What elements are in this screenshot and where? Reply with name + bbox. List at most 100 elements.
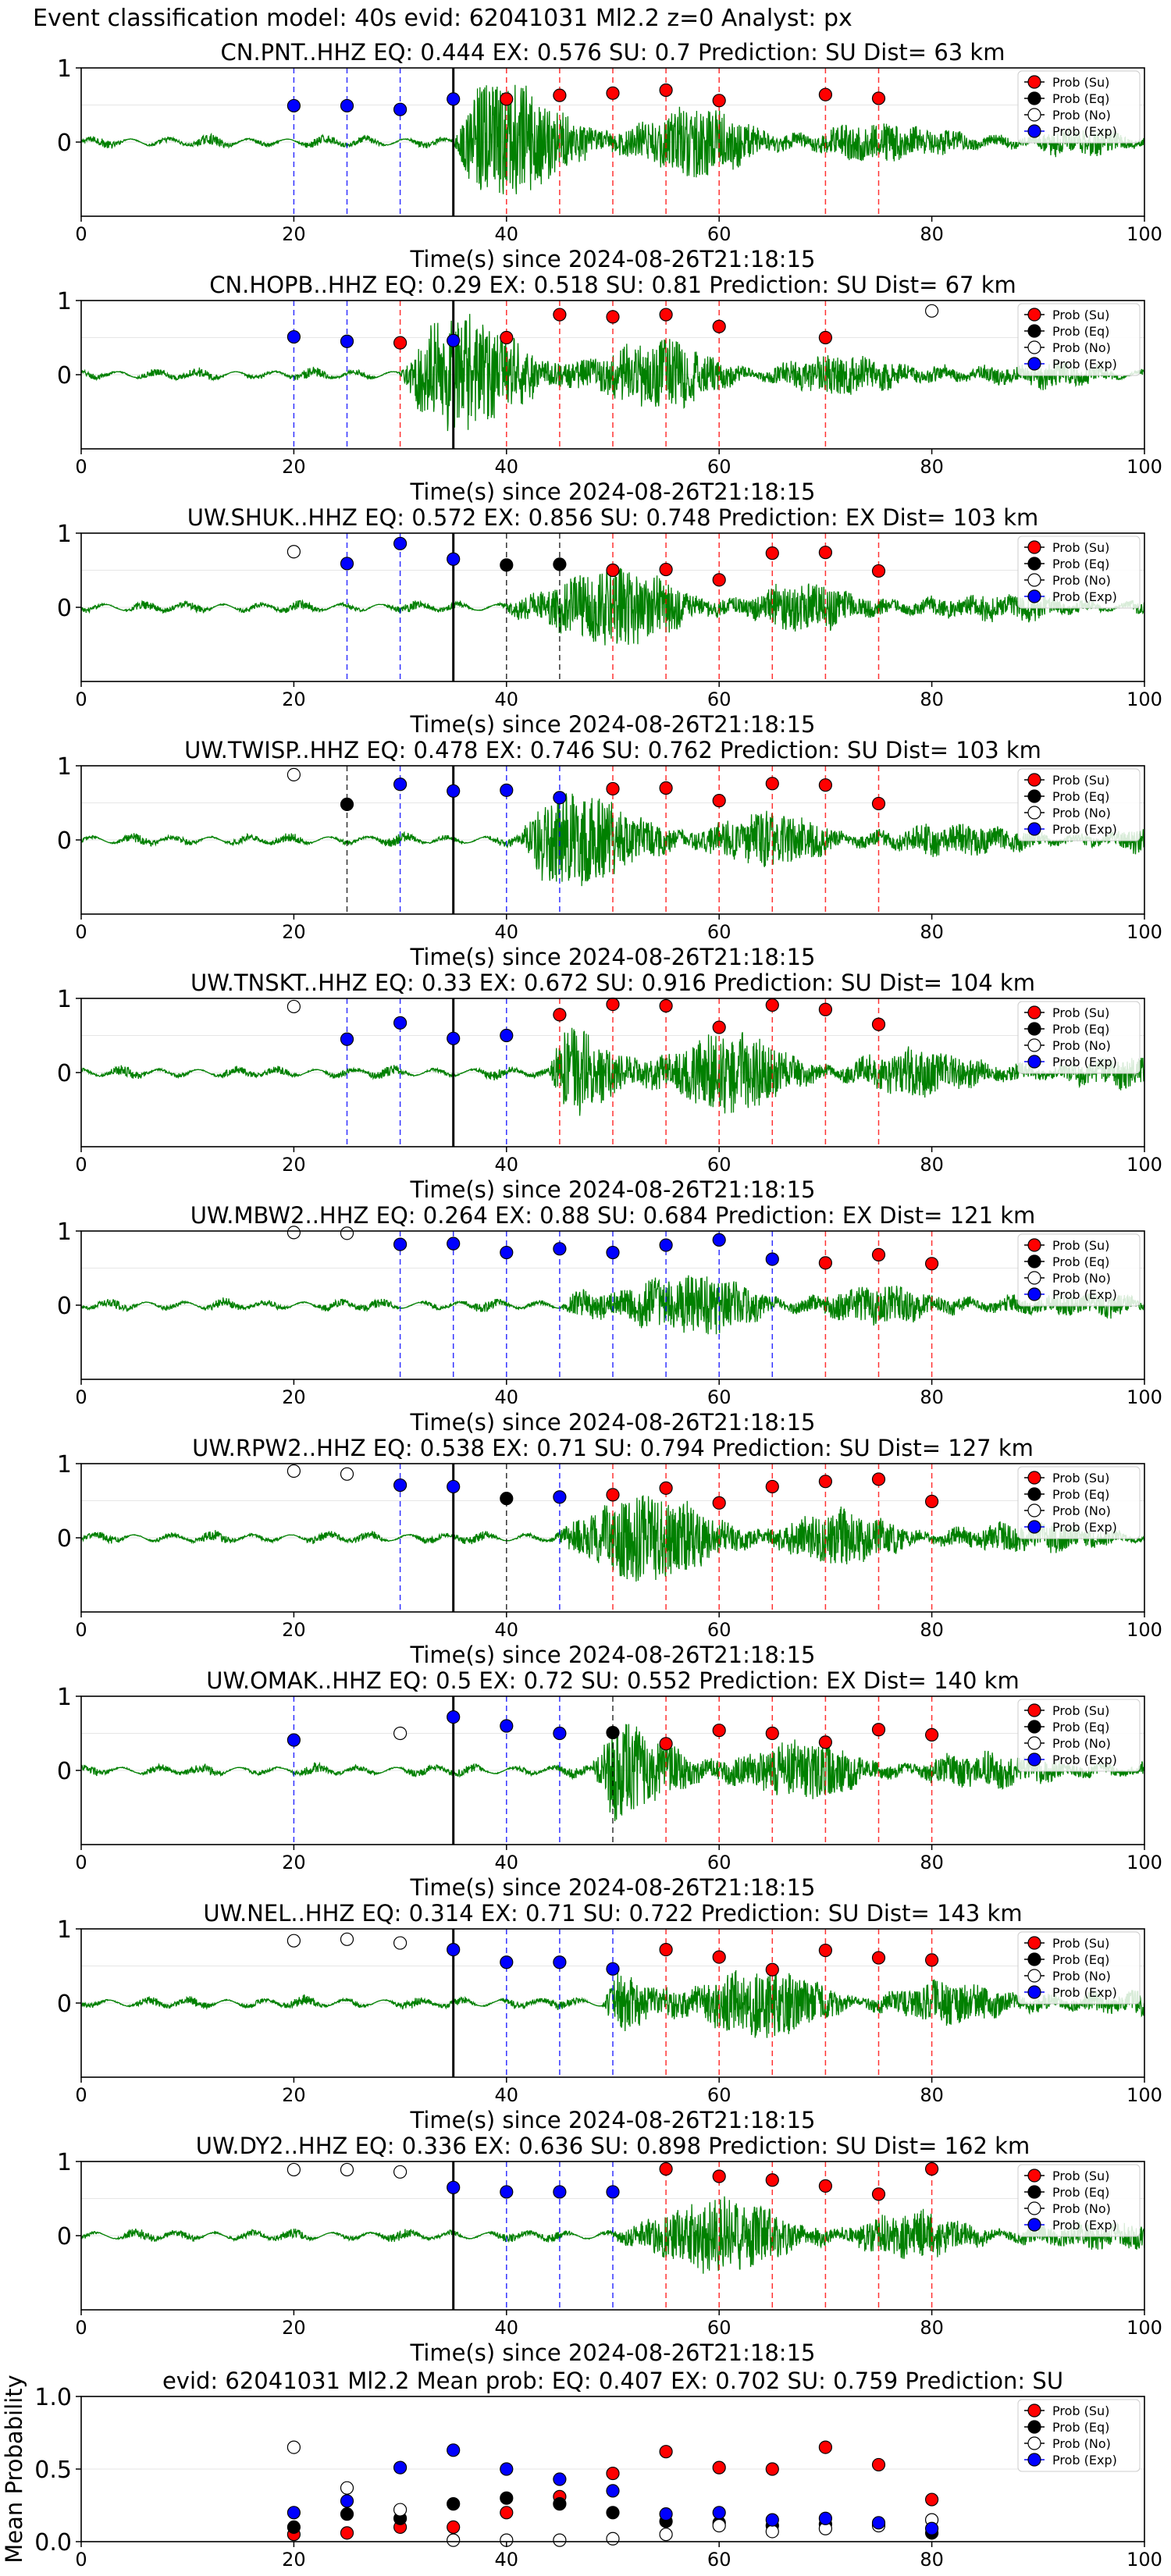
legend-marker-su xyxy=(1027,1936,1041,1950)
y-tick-label: 1 xyxy=(57,1916,72,1944)
legend-marker-eq xyxy=(1027,1720,1041,1734)
legend-marker-eq xyxy=(1027,1254,1041,1268)
prob-point-exp xyxy=(553,791,567,805)
y-tick-label: 0 xyxy=(57,595,72,622)
x-tick-label: 80 xyxy=(920,2084,944,2106)
y-tick-label: 1 xyxy=(57,288,72,315)
legend-marker-exp xyxy=(1027,2218,1041,2232)
x-tick-label: 100 xyxy=(1127,1619,1162,1641)
x-tick-label: 100 xyxy=(1127,921,1162,943)
subplot-title: CN.HOPB..HHZ EQ: 0.29 EX: 0.518 SU: 0.81… xyxy=(209,272,1016,298)
mean-point-exp xyxy=(553,2472,567,2486)
mean-point-exp xyxy=(765,2513,779,2527)
prob-point-su xyxy=(818,1002,833,1016)
legend-label: Prob (Exp) xyxy=(1052,1752,1117,1767)
legend-marker-su xyxy=(1027,1471,1041,1485)
legend-label: Prob (Su) xyxy=(1052,75,1109,90)
y-tick-label: 1 xyxy=(57,1684,72,1711)
legend-label: Prob (No) xyxy=(1052,2436,1111,2451)
prob-point-su xyxy=(393,336,408,350)
prob-point-su xyxy=(871,1723,886,1737)
mean-point-exp xyxy=(659,2507,673,2521)
legend-marker-exp xyxy=(1027,1520,1041,1534)
legend-marker-su xyxy=(1027,75,1041,89)
subplot-title: UW.MBW2..HHZ EQ: 0.264 EX: 0.88 SU: 0.68… xyxy=(190,1202,1036,1229)
subplot-title: UW.SHUK..HHZ EQ: 0.572 EX: 0.856 SU: 0.7… xyxy=(187,504,1039,531)
mean-point-exp xyxy=(924,2521,939,2535)
legend-marker-no xyxy=(1027,1271,1041,1285)
legend-label: Prob (Eq) xyxy=(1052,557,1109,571)
legend-marker-eq xyxy=(1027,2185,1041,2199)
x-tick-label: 40 xyxy=(495,2084,519,2106)
x-tick-label: 100 xyxy=(1127,1852,1162,1873)
legend-marker-exp xyxy=(1027,589,1041,603)
y-tick-label: 0 xyxy=(57,1293,72,1320)
legend-label: Prob (Su) xyxy=(1052,540,1109,555)
prob-point-su xyxy=(871,796,886,811)
mean-point-no xyxy=(393,2503,408,2517)
legend-marker-eq xyxy=(1027,1952,1041,1966)
legend-label: Prob (Su) xyxy=(1052,1471,1109,1485)
legend-marker-eq xyxy=(1027,324,1041,338)
legend-marker-no xyxy=(1027,806,1041,820)
mean-point-no xyxy=(553,2533,567,2547)
prob-point-su xyxy=(765,998,779,1012)
prob-point-su xyxy=(924,2161,939,2176)
legend-marker-no xyxy=(1027,1503,1041,1517)
prob-point-exp xyxy=(447,92,461,106)
prob-point-exp xyxy=(287,329,301,344)
legend-label: Prob (Eq) xyxy=(1052,2420,1109,2435)
x-tick-label: 20 xyxy=(282,2549,306,2571)
legend-box xyxy=(1017,1931,1141,2005)
prob-point-su xyxy=(765,546,779,560)
prob-point-exp xyxy=(606,1245,620,1260)
legend-marker-eq xyxy=(1027,789,1041,803)
prob-point-su xyxy=(765,777,779,791)
prob-point-exp xyxy=(447,1236,461,1251)
subplot-4: UW.TNSKT..HHZ EQ: 0.33 EX: 0.672 SU: 0.9… xyxy=(57,970,1162,1203)
legend-marker-no xyxy=(1027,108,1041,122)
legend-label: Prob (No) xyxy=(1052,2201,1111,2216)
x-axis-label: Time(s) since 2024-08-26T21:18:15 xyxy=(410,1176,816,1203)
x-axis-label: Time(s) since 2024-08-26T21:18:15 xyxy=(410,944,816,970)
legend-label: Prob (Eq) xyxy=(1052,1022,1109,1037)
y-tick-label: 0 xyxy=(57,827,72,855)
prob-point-exp xyxy=(553,1242,567,1256)
x-tick-label: 100 xyxy=(1127,2317,1162,2339)
prob-point-su xyxy=(553,88,567,102)
x-tick-label: 80 xyxy=(920,2549,944,2571)
mean-point-exp xyxy=(871,2516,886,2530)
legend-label: Prob (No) xyxy=(1052,573,1111,588)
y-tick-label: 0 xyxy=(57,362,72,390)
prob-point-exp xyxy=(447,1943,461,1957)
prob-point-su xyxy=(606,563,620,578)
prob-point-no xyxy=(393,1936,408,1950)
prob-point-exp xyxy=(500,1719,514,1733)
legend-marker-exp xyxy=(1027,1287,1041,1301)
prob-point-exp xyxy=(500,1955,514,1969)
legend-label: Prob (Eq) xyxy=(1052,1254,1109,1269)
legend-label: Prob (Su) xyxy=(1052,1005,1109,1020)
prob-point-exp xyxy=(712,1233,726,1247)
legend-marker-eq xyxy=(1027,557,1041,571)
subplot-title: CN.PNT..HHZ EQ: 0.444 EX: 0.576 SU: 0.7 … xyxy=(221,39,1005,66)
prob-point-exp xyxy=(393,1016,408,1030)
prob-point-su xyxy=(712,794,726,808)
legend-marker-su xyxy=(1027,2169,1041,2183)
y-tick-label: 0.0 xyxy=(34,2529,72,2556)
legend: Prob (Su) Prob (Eq) Prob (No)Prob (Exp) xyxy=(1017,535,1141,609)
x-axis-label: Time(s) since 2024-08-26T21:18:15 xyxy=(410,1642,816,1668)
prob-point-no xyxy=(287,545,301,559)
prob-point-su xyxy=(871,91,886,105)
mean-point-exp xyxy=(340,2494,354,2508)
legend-marker-no xyxy=(1027,1038,1041,1052)
legend: Prob (Su)Prob (Eq)Prob (No)Prob (Exp) xyxy=(1017,2164,1141,2237)
subplot-title: UW.RPW2..HHZ EQ: 0.538 EX: 0.71 SU: 0.79… xyxy=(192,1435,1034,1461)
legend-label: Prob (Exp) xyxy=(1052,589,1117,604)
subplot-9: UW.DY2..HHZ EQ: 0.336 EX: 0.636 SU: 0.89… xyxy=(57,2133,1162,2366)
prob-point-no xyxy=(393,2165,408,2179)
prob-point-exp xyxy=(393,536,408,550)
legend-label: Prob (No) xyxy=(1052,1503,1111,1518)
y-tick-label: 0 xyxy=(57,130,72,157)
y-tick-label: 0 xyxy=(57,1060,72,1087)
